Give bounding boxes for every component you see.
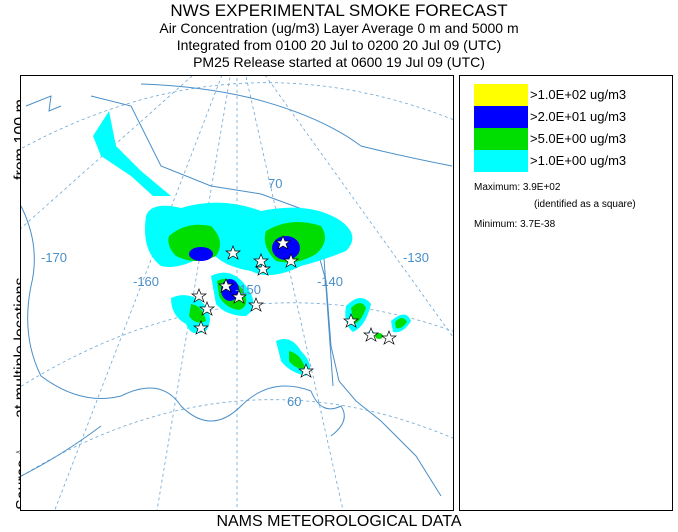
plume-southwest-green — [189, 304, 206, 323]
source-star — [198, 301, 216, 316]
lon-label-170: -170 — [41, 250, 67, 265]
legend-minimum: Minimum: 3.7E-38 — [474, 219, 556, 230]
legend-item: >1.0E+02 ug/m3 — [474, 84, 664, 106]
source-star — [252, 253, 270, 268]
lon-label-140: -140 — [317, 274, 343, 289]
grid-labels: -170 -160 -150 -140 -130 70 60 — [41, 176, 429, 409]
subtitle-release: PM25 Release started at 0600 19 Jul 09 (… — [193, 54, 485, 70]
legend-swatch — [474, 150, 528, 172]
source-star — [254, 261, 272, 276]
plume-south-green — [289, 351, 305, 369]
lon-label-130: -130 — [403, 250, 429, 265]
source-star — [342, 313, 360, 328]
smoke-map: -170 -160 -150 -140 -130 70 60 — [20, 75, 454, 511]
legend-label: >1.0E+00 ug/m3 — [530, 153, 627, 168]
plume-small-2 — [375, 333, 383, 339]
map-canvas: -170 -160 -150 -140 -130 70 60 — [21, 76, 453, 510]
source-star — [380, 330, 398, 345]
legend-maximum-note: (identified as a square) — [534, 199, 636, 210]
source-star — [362, 327, 380, 342]
source-star — [190, 288, 208, 303]
subtitle-concentration: Air Concentration (ug/m3) Layer Average … — [159, 20, 519, 36]
source-star — [224, 245, 242, 260]
plume-blue-west — [189, 247, 213, 261]
legend-item: >1.0E+00 ug/m3 — [474, 150, 664, 172]
subtitle-integration: Integrated from 0100 20 Jul to 0200 20 J… — [176, 37, 502, 53]
legend-maximum: Maximum: 3.9E+02 — [474, 182, 561, 193]
source-star — [274, 235, 292, 250]
smoke-plumes — [93, 111, 411, 376]
legend-swatch — [474, 128, 528, 150]
lat-label-70: 70 — [268, 176, 282, 191]
source-star — [247, 297, 265, 312]
legend-item: >2.0E+01 ug/m3 — [474, 106, 664, 128]
source-stars — [190, 235, 398, 378]
coastline — [21, 83, 453, 497]
legend-swatch — [474, 84, 528, 106]
lon-label-160: -160 — [133, 274, 159, 289]
chart-title: NWS EXPERIMENTAL SMOKE FORECAST — [170, 1, 508, 20]
source-star — [297, 363, 315, 378]
legend-panel: >1.0E+02 ug/m3 >2.0E+01 ug/m3 >5.0E+00 u… — [459, 75, 673, 511]
footer-data-source: NAMS METEOROLOGICAL DATA — [216, 513, 462, 530]
legend-label: >2.0E+01 ug/m3 — [530, 109, 627, 124]
legend-label: >1.0E+02 ug/m3 — [530, 87, 627, 102]
lon-label-150: -150 — [235, 282, 261, 297]
source-star — [282, 253, 300, 268]
source-star — [217, 278, 235, 293]
source-star — [230, 289, 248, 304]
legend-swatch — [474, 106, 528, 128]
lat-label-60: 60 — [287, 394, 301, 409]
plume-far-east-green — [395, 318, 407, 329]
source-star — [192, 320, 210, 335]
legend-item: >5.0E+00 ug/m3 — [474, 128, 664, 150]
legend-label: >5.0E+00 ug/m3 — [530, 131, 627, 146]
plume-north-channel — [93, 111, 171, 196]
